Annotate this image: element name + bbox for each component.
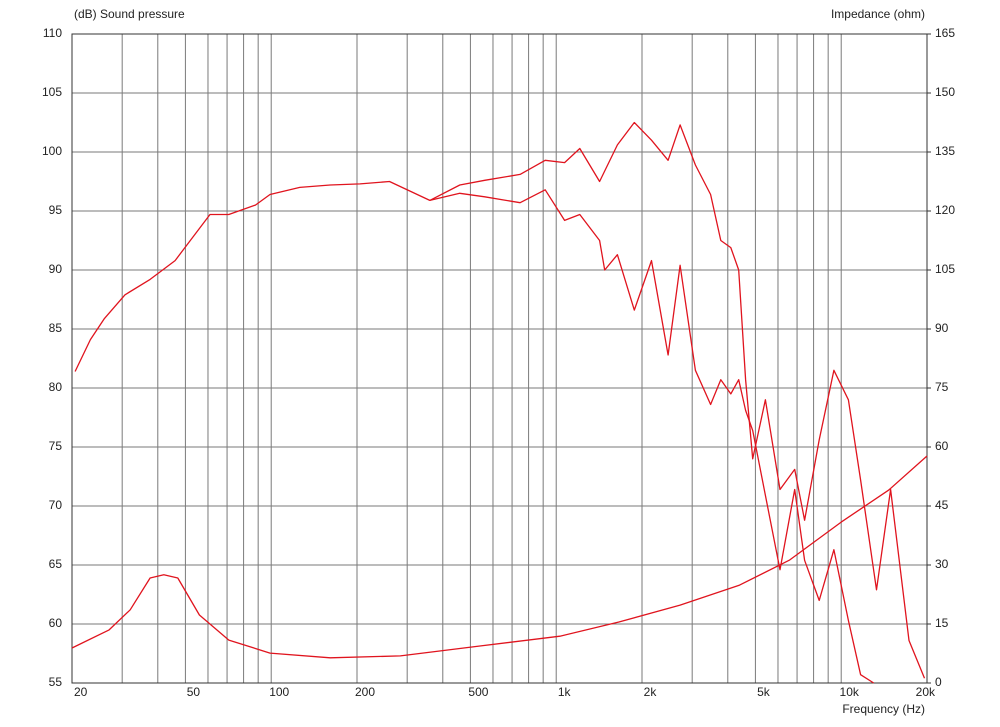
- x-tick-label: 5k: [757, 685, 771, 699]
- x-tick-label: 20k: [916, 685, 936, 699]
- x-tick-label: 500: [468, 685, 488, 699]
- x-tick-label: 2k: [644, 685, 658, 699]
- y-tick-label: 80: [49, 380, 63, 394]
- series-line: [74, 121, 926, 679]
- y-tick-label: 65: [49, 557, 63, 571]
- y-axis-label: (dB) Sound pressure: [74, 7, 185, 21]
- y2-tick-label: 120: [935, 203, 955, 217]
- y-tick-label: 70: [49, 498, 63, 512]
- y-tick-label: 85: [49, 321, 63, 335]
- y2-tick-label: 135: [935, 144, 955, 158]
- plot-frame: [71, 33, 928, 684]
- y-tick-label: 105: [42, 85, 62, 99]
- series-line: [71, 455, 928, 659]
- x-tick-label: 100: [269, 685, 289, 699]
- y2-tick-label: 75: [935, 380, 949, 394]
- y2-axis-label: Impedance (ohm): [831, 7, 925, 21]
- y-tick-label: 95: [49, 203, 63, 217]
- y-tick-label: 75: [49, 439, 63, 453]
- x-tick-label: 20: [74, 685, 88, 699]
- y-tick-label: 60: [49, 616, 63, 630]
- y2-tick-label: 15: [935, 616, 949, 630]
- y2-tick-label: 105: [935, 262, 955, 276]
- y2-tick-label: 60: [935, 439, 949, 453]
- y-tick-label: 55: [49, 675, 63, 689]
- x-tick-label: 10k: [840, 685, 860, 699]
- y2-tick-label: 30: [935, 557, 949, 571]
- x-axis-label: Frequency (Hz): [842, 702, 925, 716]
- y2-tick-label: 90: [935, 321, 949, 335]
- x-tick-label: 200: [355, 685, 375, 699]
- x-tick-label: 50: [187, 685, 201, 699]
- y-tick-label: 100: [42, 144, 62, 158]
- y2-tick-label: 165: [935, 26, 955, 40]
- y-tick-label: 110: [43, 26, 62, 40]
- y2-tick-label: 150: [935, 85, 955, 99]
- y2-tick-label: 0: [935, 675, 942, 689]
- y-tick-label: 90: [49, 262, 63, 276]
- x-tick-label: 1k: [558, 685, 572, 699]
- series-line: [429, 189, 875, 684]
- y2-tick-label: 45: [935, 498, 949, 512]
